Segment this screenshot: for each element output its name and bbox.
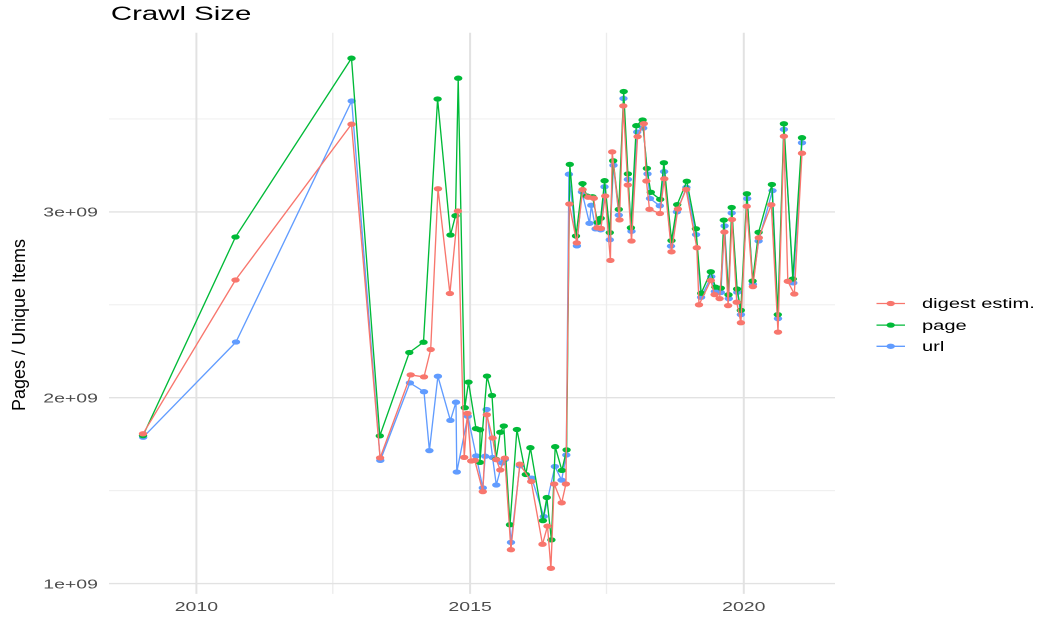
svg-text:2020: 2020 — [722, 599, 765, 614]
svg-text:Crawl Size: Crawl Size — [111, 3, 251, 25]
svg-text:page: page — [922, 318, 967, 333]
svg-text:Pages / Unique Items: Pages / Unique Items — [9, 239, 29, 411]
svg-text:2e+09: 2e+09 — [43, 391, 98, 406]
svg-text:2015: 2015 — [448, 599, 491, 614]
svg-text:url: url — [922, 339, 944, 354]
svg-text:digest estim.: digest estim. — [922, 296, 1035, 311]
svg-text:2010: 2010 — [175, 599, 218, 614]
svg-text:3e+09: 3e+09 — [43, 205, 98, 220]
svg-text:1e+09: 1e+09 — [43, 577, 98, 592]
